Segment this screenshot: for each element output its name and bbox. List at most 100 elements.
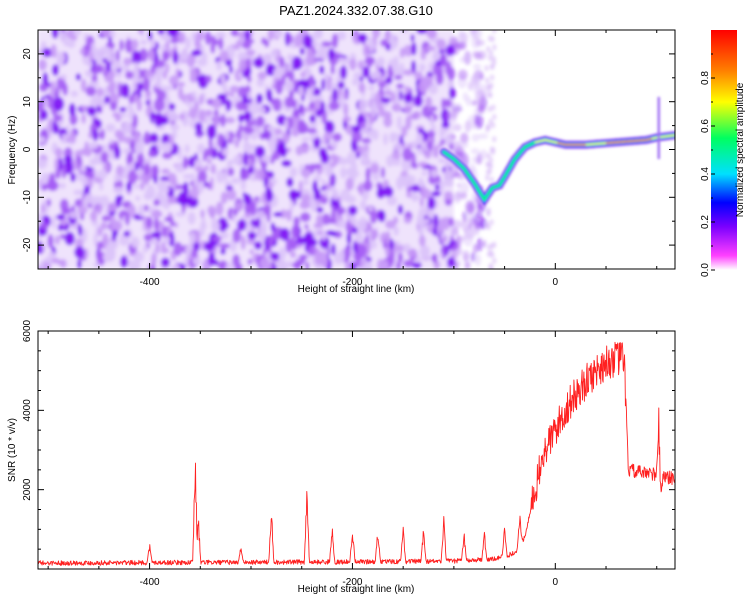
noise-blob [281, 159, 292, 168]
noise-blob [233, 95, 243, 102]
noise-blob [220, 113, 226, 128]
noise-blob [423, 218, 431, 224]
noise-blob [427, 196, 436, 210]
colorbar: 0.0 0.2 0.4 0.6 0.8 Normalized spectral ampl… [700, 30, 746, 277]
noise-blob [206, 124, 217, 140]
noise-blob [432, 226, 438, 236]
noise-blob [66, 30, 75, 39]
noise-blob [61, 133, 70, 139]
noise-blob [421, 170, 428, 176]
noise-blob [192, 257, 202, 266]
noise-blob [215, 169, 225, 184]
noise-blob [279, 56, 285, 68]
noise-blob [281, 132, 290, 144]
noise-blob [175, 68, 181, 80]
noise-blob [297, 122, 309, 134]
noise-blob [238, 59, 247, 72]
spectrogram-signal-ridge [439, 96, 675, 209]
noise-blob [300, 105, 305, 117]
noise-blob [180, 48, 189, 62]
noise-blob [44, 256, 54, 264]
noise-blob [319, 65, 325, 75]
noise-blob [491, 104, 496, 111]
noise-blob [396, 83, 405, 89]
noise-blob [184, 36, 192, 50]
noise-blob [492, 257, 497, 264]
noise-blob [221, 147, 229, 157]
noise-blob [303, 232, 315, 244]
noise-blob [463, 232, 474, 247]
noise-blob [291, 126, 299, 137]
noise-blob [410, 184, 421, 192]
noise-blob [205, 74, 212, 84]
noise-blob [215, 201, 224, 217]
noise-blob [200, 209, 205, 219]
noise-blob [247, 258, 253, 266]
noise-blob [376, 258, 384, 269]
noise-blob [210, 41, 216, 54]
noise-blob [302, 178, 310, 186]
noise-blob [324, 165, 334, 178]
noise-blob [410, 192, 418, 198]
noise-blob [189, 173, 196, 180]
noise-blob [426, 140, 433, 150]
noise-blob [127, 204, 136, 218]
noise-blob [86, 106, 97, 117]
noise-blob [124, 38, 133, 54]
noise-blob [333, 252, 343, 265]
noise-blob [439, 125, 445, 140]
noise-blob [149, 132, 159, 144]
noise-blob [96, 87, 104, 98]
noise-blob [38, 82, 49, 92]
noise-blob [137, 30, 144, 35]
noise-blob [151, 231, 162, 239]
noise-blob [301, 167, 311, 179]
noise-blob [177, 191, 189, 206]
noise-blob [234, 139, 240, 148]
noise-blob [304, 224, 309, 230]
noise-blob [73, 189, 85, 196]
noise-blob [456, 30, 465, 40]
noise-blob [275, 79, 284, 95]
noise-blob [436, 175, 441, 184]
noise-blob [143, 131, 151, 145]
noise-blob [440, 231, 446, 239]
noise-blob [390, 36, 399, 50]
noise-blob [419, 197, 425, 208]
noise-blob [414, 111, 422, 120]
noise-blob [168, 231, 175, 247]
noise-blob [101, 143, 107, 153]
noise-blob [345, 124, 355, 135]
noise-blob [254, 167, 259, 181]
noise-blob [346, 195, 357, 204]
noise-blob [383, 115, 393, 128]
noise-blob [133, 61, 139, 73]
noise-blob [164, 85, 175, 91]
noise-blob [270, 222, 276, 232]
noise-blob [489, 50, 494, 57]
noise-blob [79, 164, 87, 173]
noise-blob [80, 78, 87, 93]
noise-blob [243, 151, 249, 167]
ridge-core [557, 142, 586, 146]
noise-blob [169, 220, 176, 227]
noise-blob [160, 247, 170, 254]
noise-blob [127, 151, 134, 164]
noise-blob [418, 63, 426, 72]
noise-blob [124, 136, 132, 145]
noise-blob [443, 190, 453, 200]
noise-blob [47, 234, 54, 249]
noise-blob [279, 146, 288, 158]
noise-blob [42, 48, 53, 58]
noise-blob [385, 155, 394, 168]
noise-blob [360, 122, 366, 129]
noise-blob [402, 147, 413, 162]
noise-blob [246, 237, 256, 245]
noise-blob [233, 155, 241, 166]
noise-blob [200, 180, 205, 189]
noise-blob [157, 30, 165, 35]
noise-blob [289, 166, 298, 178]
noise-blob [208, 252, 216, 267]
noise-blob [154, 67, 163, 80]
noise-blob [252, 143, 257, 149]
